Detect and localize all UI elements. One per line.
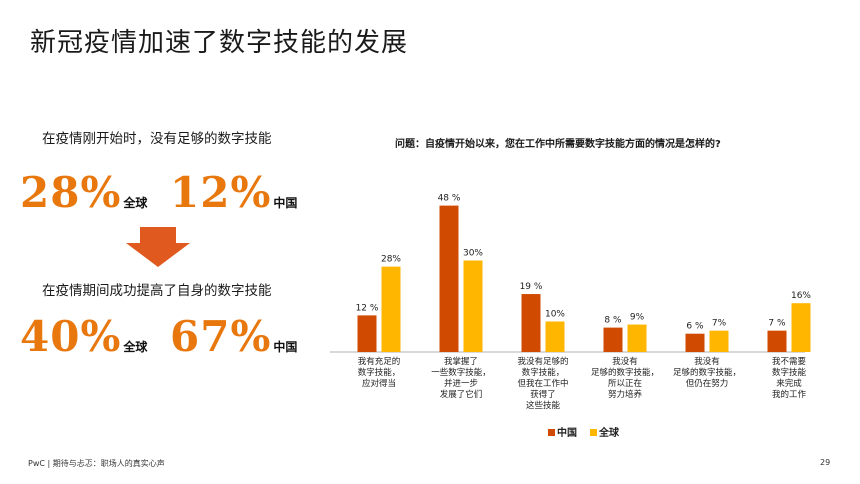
stat-value: 12% [170,168,272,217]
category-label: 我的工作 [772,389,807,400]
legend-label: 全球 [598,426,620,439]
category-label: 获得了 [530,389,556,400]
stat-during-global: 40% 全球 [20,312,147,361]
category-label: 努力培养 [608,389,643,400]
legend-label: 中国 [557,426,577,439]
bar-global [463,260,483,352]
category-label: 数字技能， [358,367,401,378]
category-label: 足够的数字技能， [673,367,741,378]
stat-start-global: 28% 全球 [20,168,147,217]
legend-swatch [590,429,597,436]
stat-heading-during: 在疫情期间成功提高了自身的数字技能 [42,283,272,299]
category-label: 我没有足够的 [517,356,568,367]
down-arrow-icon [126,227,190,267]
chart-question: 问题：自疫情开始以来，您在工作中所需要数字技能方面的情况是怎样的? [395,139,721,150]
data-label: 9% [630,313,645,323]
bar-china [603,327,623,352]
category-label: 来完成 [776,378,802,389]
data-label: 8 % [604,316,622,326]
stat-label: 全球 [123,340,148,354]
category-label: 但我在工作中 [517,378,568,389]
bar-china [357,315,377,352]
stat-label: 中国 [273,340,298,354]
data-label: 6 % [686,322,704,332]
stat-label: 中国 [273,196,298,210]
stat-heading-start: 在疫情刚开始时，没有足够的数字技能 [42,131,272,147]
category-label: 发展了它们 [440,389,483,400]
bar-china [767,330,787,352]
category-label: 一些数字技能， [431,367,491,378]
category-label: 我有充足的 [358,356,401,367]
data-label: 19 % [520,282,543,292]
data-label: 16% [791,291,811,301]
category-label: 所以正在 [608,378,642,389]
bar-global [709,330,729,352]
stat-during-china: 67% 中国 [170,312,297,361]
bar-global [545,321,565,352]
bar-global [791,303,811,352]
category-label: 但仍在努力 [686,378,729,389]
data-label: 10% [545,310,565,320]
data-label: 48 % [438,194,461,204]
bar-china [685,333,705,352]
category-label: 我不需要 [772,356,807,367]
stat-value: 40% [20,312,122,361]
page-title: 新冠疫情加速了数字技能的发展 [30,28,409,58]
category-label: 这些技能 [526,400,561,411]
category-label: 我掌握了 [444,356,478,367]
stat-value: 67% [170,312,272,361]
bar-china [439,205,459,352]
data-label: 28% [381,255,401,265]
bar-global [381,266,401,352]
category-label: 我没有 [612,356,638,367]
stat-value: 28% [20,168,122,217]
category-label: 数字技能， [522,367,565,378]
data-label: 30% [463,249,483,259]
category-label: 数字技能 [772,367,807,378]
data-label: 12 % [356,303,379,313]
legend-swatch [548,429,555,436]
data-label: 7 % [768,319,786,329]
category-label: 我没有 [694,356,720,367]
category-label: 足够的数字技能， [591,367,659,378]
category-label: 应对得当 [362,378,396,389]
bar-global [627,324,647,352]
stat-start-china: 12% 中国 [170,168,297,217]
data-label: 7% [712,319,727,329]
page-number: 29 [820,458,831,467]
footer-source: PwC | 期待与忐忑：职场人的真实心声 [28,459,165,468]
bar-china [521,294,541,352]
category-label: 并进一步 [444,378,478,389]
stat-label: 全球 [123,196,148,210]
